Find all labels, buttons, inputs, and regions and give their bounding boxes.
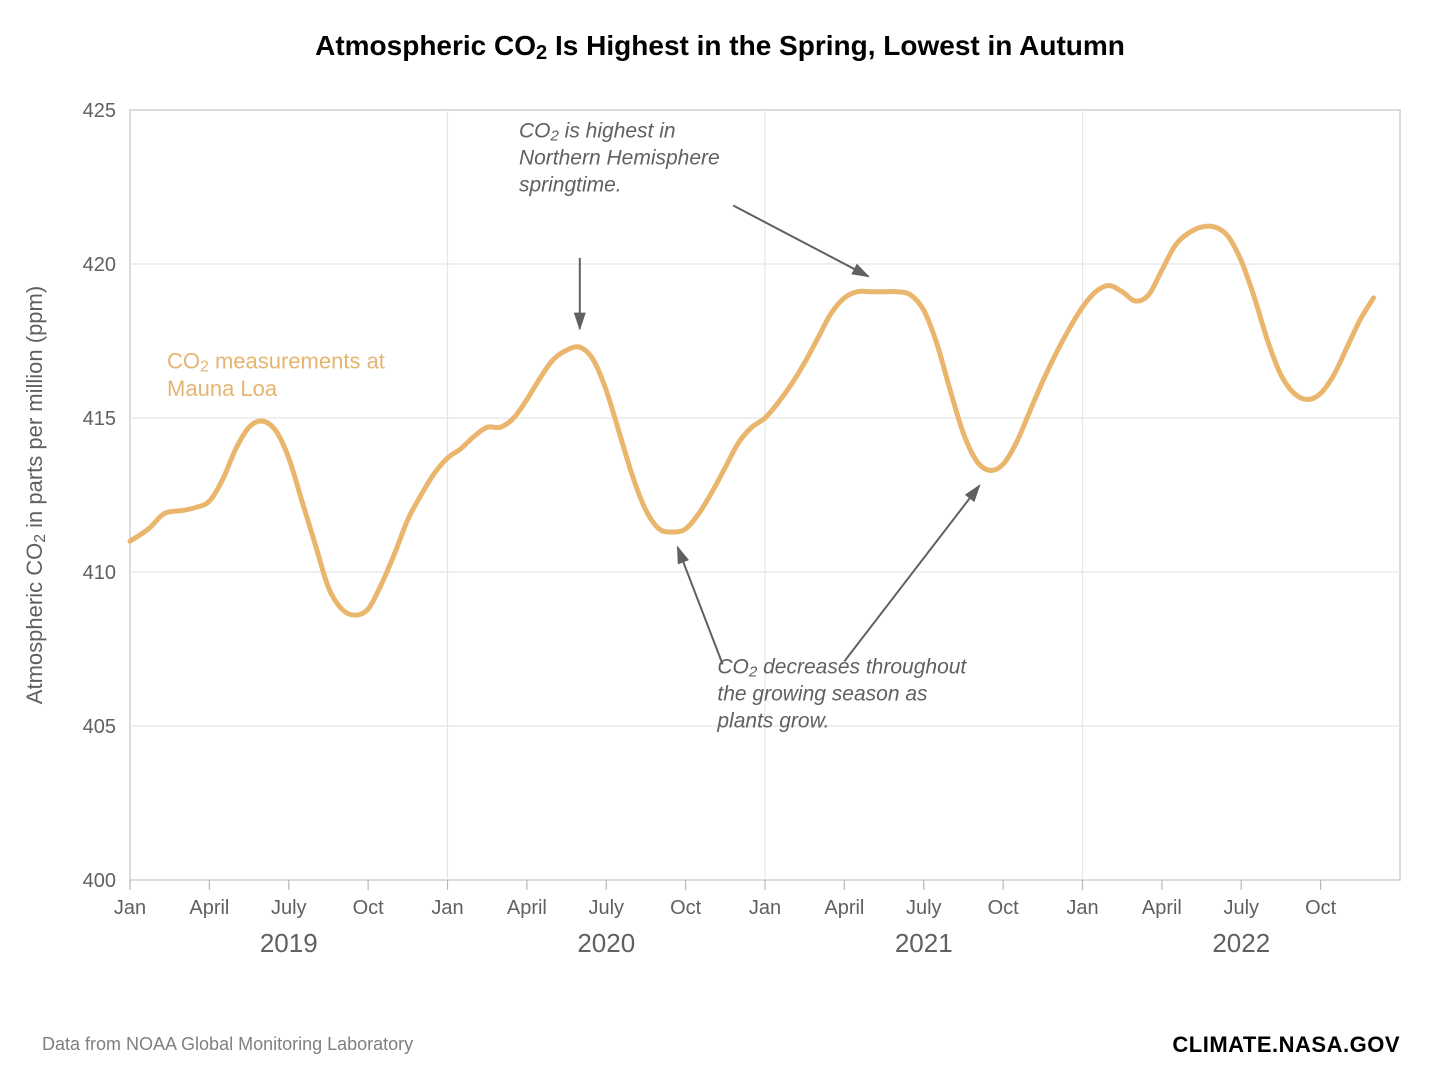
x-tick-label: April <box>507 897 547 919</box>
chart-svg: Atmospheric CO2 Is Highest in the Spring… <box>0 0 1440 1080</box>
y-tick-label: 400 <box>83 870 116 892</box>
chart-title: Atmospheric CO2 Is Highest in the Spring… <box>315 30 1125 64</box>
data-source: Data from NOAA Global Monitoring Laborat… <box>42 1034 413 1054</box>
brand-label: CLIMATE.NASA.GOV <box>1172 1032 1400 1057</box>
x-year-label: 2021 <box>895 928 953 958</box>
x-tick-label: July <box>271 897 307 919</box>
x-tick-label: July <box>1223 897 1259 919</box>
x-tick-label: Oct <box>988 897 1020 919</box>
y-tick-label: 415 <box>83 408 116 430</box>
y-tick-label: 405 <box>83 716 116 738</box>
x-tick-label: Jan <box>431 897 463 919</box>
x-tick-label: Jan <box>1066 897 1098 919</box>
chart-container: Atmospheric CO2 Is Highest in the Spring… <box>0 0 1440 1080</box>
x-tick-label: Jan <box>114 897 146 919</box>
y-tick-label: 410 <box>83 562 116 584</box>
x-tick-label: Jan <box>749 897 781 919</box>
x-tick-label: Oct <box>1305 897 1337 919</box>
x-tick-label: July <box>906 897 942 919</box>
x-tick-label: April <box>824 897 864 919</box>
x-year-label: 2020 <box>577 928 635 958</box>
x-tick-label: April <box>189 897 229 919</box>
x-year-label: 2019 <box>260 928 318 958</box>
y-axis-label: Atmospheric CO2 in parts per million (pp… <box>22 286 49 704</box>
y-tick-label: 420 <box>83 254 116 276</box>
x-tick-label: July <box>588 897 624 919</box>
y-tick-label: 425 <box>83 100 116 122</box>
x-tick-label: April <box>1142 897 1182 919</box>
x-tick-label: Oct <box>353 897 385 919</box>
x-tick-label: Oct <box>670 897 702 919</box>
x-year-label: 2022 <box>1212 928 1270 958</box>
